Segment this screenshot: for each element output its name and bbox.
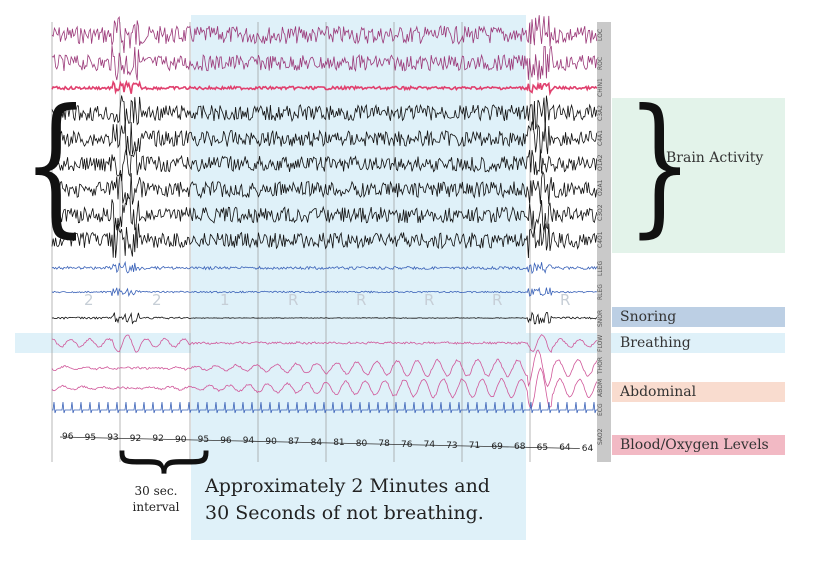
brain-activity-label: Brain Activity [666, 150, 764, 166]
channel-labels: LOC ROC CHIN1 C3A2 C4A1 O1A2 O2A1 C3O2 C4O1 LLEG R… [597, 22, 611, 462]
sao2-value: 92 [129, 433, 142, 444]
flow-trace [51, 334, 598, 353]
sao2-value: 74 [423, 440, 436, 450]
sao2-value: 95 [84, 432, 97, 443]
eeg-trace [51, 197, 598, 233]
sao2-value: 69 [491, 441, 503, 452]
thor-trace [51, 349, 598, 388]
interval-label-line2: interval [132, 500, 180, 514]
sao2-value: 73 [446, 440, 458, 451]
stage-label: R [560, 291, 571, 309]
chin-trace [51, 79, 598, 96]
channel-label-flow: FLOW [597, 334, 604, 352]
channel-label-sao2: SAO2 [597, 428, 604, 446]
caption: Approximately 2 Minutes and 30 Seconds o… [205, 473, 490, 527]
blood-oxygen-label: Blood/Oxygen Levels [612, 435, 785, 455]
abdominal-label: Abdominal [612, 382, 785, 402]
sao2-value: 95 [197, 435, 210, 445]
sao2-trace [59, 436, 580, 449]
sao2-value: 90 [175, 434, 187, 445]
channel-label-rleg: RLEG [597, 284, 604, 300]
channel-label-o1a2: O1A2 [597, 154, 604, 172]
caption-line2: 30 Seconds of not breathing. [205, 502, 484, 524]
channel-label-c3a2: C3A2 [597, 105, 604, 121]
abdm-trace [51, 367, 598, 409]
channel-label-chin1: CHIN1 [597, 78, 604, 98]
eeg-trace [51, 95, 598, 131]
channel-label-lleg: LLEG [597, 260, 604, 276]
eeg-trace [51, 223, 598, 259]
sao2-value: 65 [536, 442, 549, 453]
eeg-trace [51, 146, 598, 182]
apnea-highlight [191, 15, 526, 540]
caption-line1: Approximately 2 Minutes and [205, 475, 490, 497]
channel-label-c4a1: C4A1 [597, 130, 604, 146]
channel-label-thor: THOR [597, 356, 604, 374]
right-brace: } [626, 78, 694, 252]
interval-label-line1: 30 sec. [134, 484, 178, 498]
sao2-value: 96 [62, 432, 74, 442]
stage-label: R [356, 291, 367, 309]
stage-label: 2 [152, 291, 162, 309]
stage-label: R [424, 291, 435, 309]
ecg-trace [52, 401, 597, 414]
interval-label: 30 sec. interval [125, 483, 187, 515]
sao2-value: 71 [468, 441, 481, 451]
channel-label-loc: LOC [597, 28, 604, 42]
sao2-value: 92 [152, 434, 164, 444]
sao2-value: 87 [288, 437, 300, 447]
eeg-trace [51, 121, 598, 156]
interval-brace: { [105, 442, 218, 482]
snoring-label: Snoring [612, 307, 785, 327]
sao2-value: 78 [378, 439, 390, 449]
channel-label-snor: SNOR [597, 309, 604, 327]
stage-label: 2 [84, 291, 94, 309]
channel-label-c3o2: C3O2 [597, 204, 604, 222]
sao2-value: 64 [581, 443, 594, 454]
sao2-value: 84 [310, 437, 323, 448]
channel-label-ecg: ECG [597, 403, 604, 417]
sao2-value: 64 [559, 443, 571, 453]
eeg-trace [51, 170, 598, 206]
sao2-value: 81 [333, 438, 345, 448]
channel-label-roc: ROC [597, 56, 604, 70]
roc-trace [51, 45, 598, 81]
lleg-trace [51, 260, 598, 275]
channel-label-o2a1: O2A1 [597, 179, 604, 197]
channel-label-c4o1: C4O1 [597, 231, 604, 249]
brain-activity-panel: Brain Activity [612, 98, 785, 253]
stage-label: R [492, 291, 503, 309]
sao2-value: 68 [514, 442, 526, 452]
stage-label: 1 [220, 291, 230, 309]
sao2-value: 94 [242, 436, 255, 446]
sao2-value: 93 [107, 433, 119, 443]
left-brace: { [22, 78, 90, 252]
channel-label-abdm: ABDM [597, 378, 604, 398]
sao2-value: 96 [220, 435, 232, 446]
sao2-value: 90 [265, 436, 277, 447]
rleg-trace [51, 286, 597, 298]
loc-trace [51, 15, 598, 54]
stage-label: R [288, 291, 299, 309]
snore-trace [51, 311, 598, 325]
sao2-value: 80 [355, 438, 368, 449]
sao2-value: 76 [401, 439, 413, 450]
breathing-label: Breathing [612, 333, 785, 353]
